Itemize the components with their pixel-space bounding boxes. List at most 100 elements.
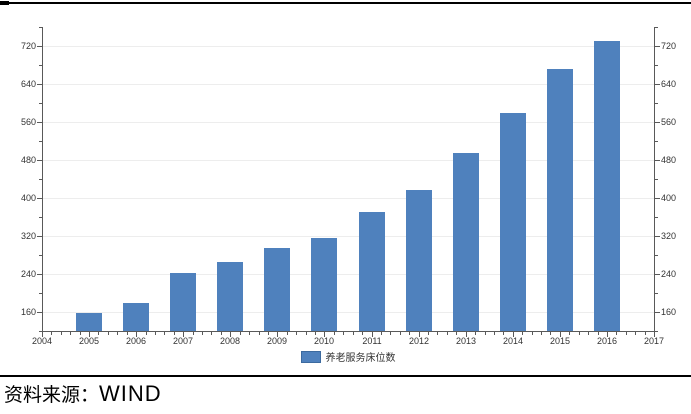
gridline-400 bbox=[42, 198, 654, 199]
y-axis-label-left-720: 720 bbox=[20, 41, 36, 51]
bar-chart: 160 160 240 240 320 320 400 400 480 480 560 560 640 6… bbox=[20, 27, 677, 364]
x-tick-2016 bbox=[607, 332, 608, 337]
y-tick-left-600 bbox=[39, 103, 42, 104]
x-minor-tick bbox=[550, 332, 551, 335]
x-axis-label-2016: 2016 bbox=[596, 336, 618, 346]
x-axis-label-2006: 2006 bbox=[125, 336, 147, 346]
source-value: WIND bbox=[99, 381, 162, 406]
x-minor-tick bbox=[211, 332, 212, 335]
x-minor-tick bbox=[390, 332, 391, 335]
bar-2005 bbox=[76, 312, 103, 331]
bar-2008 bbox=[217, 261, 244, 331]
y-tick-right-640 bbox=[655, 84, 660, 85]
y-tick-left-560 bbox=[37, 122, 42, 123]
x-axis-label-2005: 2005 bbox=[78, 336, 100, 346]
x-tick-2005 bbox=[89, 332, 90, 337]
gridline-560 bbox=[42, 122, 654, 123]
bar-2011 bbox=[358, 212, 385, 331]
x-minor-tick bbox=[127, 332, 128, 335]
x-minor-tick bbox=[155, 332, 156, 335]
x-minor-tick bbox=[240, 332, 241, 335]
gridline-640 bbox=[42, 84, 654, 85]
y-tick-right-120 bbox=[655, 331, 658, 332]
x-minor-tick bbox=[409, 332, 410, 335]
bar-2006 bbox=[123, 302, 150, 331]
y-axis-label-right-640: 640 bbox=[661, 79, 677, 89]
x-minor-tick bbox=[569, 332, 570, 335]
x-minor-tick bbox=[164, 332, 165, 335]
x-axis-label-2013: 2013 bbox=[455, 336, 477, 346]
y-tick-right-520 bbox=[655, 141, 658, 142]
y-tick-right-240 bbox=[655, 274, 660, 275]
x-tick-2009 bbox=[277, 332, 278, 337]
x-minor-tick bbox=[268, 332, 269, 335]
x-axis-label-2015: 2015 bbox=[549, 336, 571, 346]
y-tick-left-400 bbox=[37, 198, 42, 199]
x-minor-tick bbox=[174, 332, 175, 335]
x-axis-label-2011: 2011 bbox=[362, 336, 382, 346]
y-tick-left-680 bbox=[39, 65, 42, 66]
x-minor-tick bbox=[117, 332, 118, 335]
y-tick-right-680 bbox=[655, 65, 658, 66]
x-minor-tick bbox=[428, 332, 429, 335]
bar-2009 bbox=[264, 248, 291, 331]
x-minor-tick bbox=[579, 332, 580, 335]
x-tick-2007 bbox=[183, 332, 184, 337]
y-axis-label-right-720: 720 bbox=[661, 41, 677, 51]
x-minor-tick bbox=[362, 332, 363, 335]
x-minor-tick bbox=[108, 332, 109, 335]
x-axis-label-2009: 2009 bbox=[266, 336, 288, 346]
y-tick-right-600 bbox=[655, 103, 658, 104]
y-tick-left-480 bbox=[37, 160, 42, 161]
gridline-320 bbox=[42, 236, 654, 237]
x-minor-tick bbox=[343, 332, 344, 335]
y-tick-left-120 bbox=[39, 331, 42, 332]
x-axis-label-2012: 2012 bbox=[408, 336, 430, 346]
x-tick-2013 bbox=[466, 332, 467, 337]
x-minor-tick bbox=[221, 332, 222, 335]
top-border-rule bbox=[0, 2, 691, 4]
bar-2014 bbox=[499, 113, 526, 331]
bar-2016 bbox=[593, 41, 620, 331]
legend-swatch bbox=[300, 350, 321, 363]
y-tick-left-360 bbox=[39, 217, 42, 218]
x-minor-tick bbox=[626, 332, 627, 335]
y-axis-label-left-560: 560 bbox=[20, 117, 36, 127]
x-axis-label-2010: 2010 bbox=[313, 336, 335, 346]
x-minor-tick bbox=[315, 332, 316, 335]
x-axis-label-2007: 2007 bbox=[172, 336, 194, 346]
y-axis-label-left-160: 160 bbox=[20, 307, 36, 317]
y-tick-left-760 bbox=[39, 27, 42, 28]
x-tick-2015 bbox=[560, 332, 561, 337]
x-minor-tick bbox=[146, 332, 147, 335]
bar-2010 bbox=[311, 237, 338, 331]
x-tick-2010 bbox=[324, 332, 325, 337]
y-tick-right-360 bbox=[655, 217, 658, 218]
x-tick-2011 bbox=[372, 332, 373, 337]
x-minor-tick bbox=[541, 332, 542, 335]
x-axis bbox=[42, 331, 655, 332]
y-axis-label-left-400: 400 bbox=[20, 193, 36, 203]
x-minor-tick bbox=[98, 332, 99, 335]
y-axis-label-left-240: 240 bbox=[20, 269, 36, 279]
x-minor-tick bbox=[532, 332, 533, 335]
x-minor-tick bbox=[522, 332, 523, 335]
x-minor-tick bbox=[598, 332, 599, 335]
x-minor-tick bbox=[61, 332, 62, 335]
x-minor-tick bbox=[503, 332, 504, 335]
bottom-border-rule bbox=[0, 375, 691, 377]
x-axis-label-2014: 2014 bbox=[502, 336, 524, 346]
y-axis-label-right-480: 480 bbox=[661, 155, 677, 165]
y-axis-label-right-160: 160 bbox=[661, 307, 677, 317]
legend: 养老服务床位数 bbox=[42, 349, 654, 364]
y-axis-label-right-400: 400 bbox=[661, 193, 677, 203]
y-axis-label-right-240: 240 bbox=[661, 269, 677, 279]
top-border-notch bbox=[0, 1, 9, 5]
y-axis-label-right-320: 320 bbox=[661, 231, 677, 241]
gridline-480 bbox=[42, 160, 654, 161]
y-tick-left-200 bbox=[39, 293, 42, 294]
x-tick-2012 bbox=[419, 332, 420, 337]
source-line: 资料来源： WIND bbox=[4, 380, 684, 407]
x-minor-tick bbox=[334, 332, 335, 335]
